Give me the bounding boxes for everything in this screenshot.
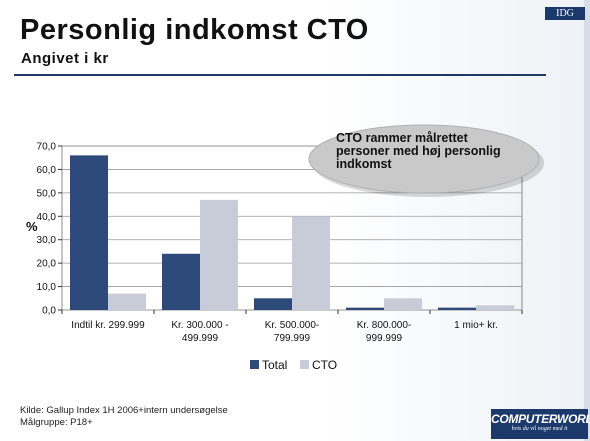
source-note: Kilde: Gallup Index 1H 2006+intern under… bbox=[20, 405, 228, 416]
title-divider bbox=[14, 74, 546, 76]
x-category-label: Kr. 500.000-799.999 bbox=[265, 320, 319, 344]
x-category-label: Kr. 300.000 -499.999 bbox=[171, 320, 228, 344]
callout-bubble: CTO rammer målrettet personer med høj per… bbox=[308, 124, 544, 197]
bar-cto bbox=[108, 293, 146, 310]
callout-line: indkomst bbox=[336, 157, 392, 171]
bar-total bbox=[254, 298, 292, 310]
callout-line: personer med høj personlig bbox=[336, 144, 501, 158]
bar-total bbox=[346, 307, 384, 310]
y-tick-label: 30,0 bbox=[37, 235, 57, 246]
page-title: Personlig indkomst CTO bbox=[20, 14, 369, 46]
computerworld-logo: COMPUTERWORLD hvis du vil noget med it bbox=[491, 409, 590, 439]
y-tick-label: 10,0 bbox=[37, 282, 57, 293]
y-tick-label: 40,0 bbox=[37, 212, 57, 223]
idg-logo: IDG bbox=[545, 7, 585, 20]
x-category-label: Indtil kr. 299.999 bbox=[71, 320, 145, 331]
legend-swatch-cto bbox=[300, 360, 309, 369]
brand-name: COMPUTERWORLD bbox=[491, 412, 590, 426]
bar-total bbox=[162, 253, 200, 310]
audience-note: Målgruppe: P18+ bbox=[20, 417, 93, 428]
x-category-label: 1 mio+ kr. bbox=[454, 320, 498, 331]
y-tick-label: 60,0 bbox=[37, 165, 57, 176]
callout-line: CTO rammer målrettet bbox=[336, 131, 469, 145]
bar-cto bbox=[200, 199, 238, 310]
y-tick-label: 0,0 bbox=[42, 306, 56, 317]
bar-cto bbox=[292, 216, 330, 310]
y-tick-label: 20,0 bbox=[37, 259, 57, 270]
legend-label-cto: CTO bbox=[312, 358, 337, 372]
brand-tagline: hvis du vil noget med it bbox=[511, 426, 568, 432]
y-axis-label: % bbox=[26, 219, 38, 234]
bar-total bbox=[70, 155, 108, 310]
side-band bbox=[584, 0, 590, 441]
y-tick-label: 50,0 bbox=[37, 188, 57, 199]
x-category-label: Kr. 800.000-999.999 bbox=[357, 320, 411, 344]
page-subtitle: Angivet i kr bbox=[21, 50, 109, 67]
legend-label-total: Total bbox=[262, 358, 287, 372]
legend-swatch-total bbox=[250, 360, 259, 369]
y-tick-label: 70,0 bbox=[37, 142, 57, 153]
bar-cto bbox=[476, 305, 514, 310]
callout-ellipse bbox=[308, 124, 540, 194]
bar-cto bbox=[384, 298, 422, 310]
bar-total bbox=[438, 307, 476, 310]
